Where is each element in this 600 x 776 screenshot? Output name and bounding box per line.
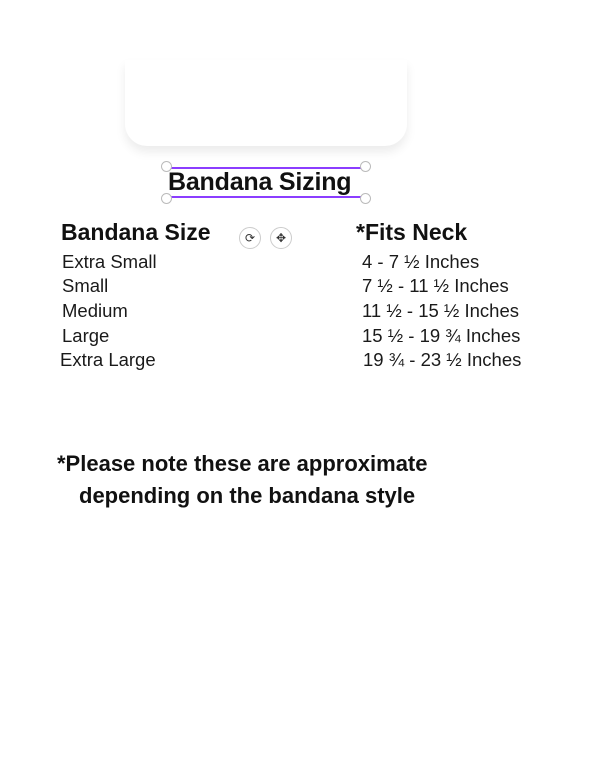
resize-handle-top-right[interactable] [360, 161, 371, 172]
selection-box[interactable] [166, 167, 366, 198]
neck-cell: 7 ½ - 11 ½ Inches [362, 275, 509, 296]
size-cell: Extra Small [62, 251, 157, 272]
neck-cell: 11 ½ - 15 ½ Inches [362, 300, 520, 321]
size-cell: Large [62, 325, 110, 346]
neck-cell: 4 - 7 ½ Inches [362, 251, 480, 272]
rotate-button[interactable]: ⟳ [239, 227, 261, 249]
rotate-icon: ⟳ [244, 231, 256, 245]
note-line-2: depending on the bandana style [79, 483, 416, 508]
neck-cell: 15 ½ - 19 ¾ Inches [362, 325, 521, 346]
resize-handle-bottom-left[interactable] [161, 193, 172, 204]
size-cell: Medium [62, 300, 128, 321]
floating-toolbar-panel [125, 60, 407, 146]
resize-handle-top-left[interactable] [161, 161, 172, 172]
size-cell: Small [62, 275, 109, 296]
column-header-size: Bandana Size [61, 219, 211, 245]
column-header-neck: *Fits Neck [356, 219, 468, 245]
neck-cell: 19 ¾ - 23 ½ Inches [363, 349, 522, 370]
note-line-1: *Please note these are approximate [57, 451, 428, 476]
page-title[interactable]: Bandana Sizing [168, 168, 352, 196]
size-cell: Extra Large [60, 349, 156, 370]
move-icon: ✥ [275, 231, 287, 245]
resize-handle-bottom-right[interactable] [360, 193, 371, 204]
move-button[interactable]: ✥ [270, 227, 292, 249]
